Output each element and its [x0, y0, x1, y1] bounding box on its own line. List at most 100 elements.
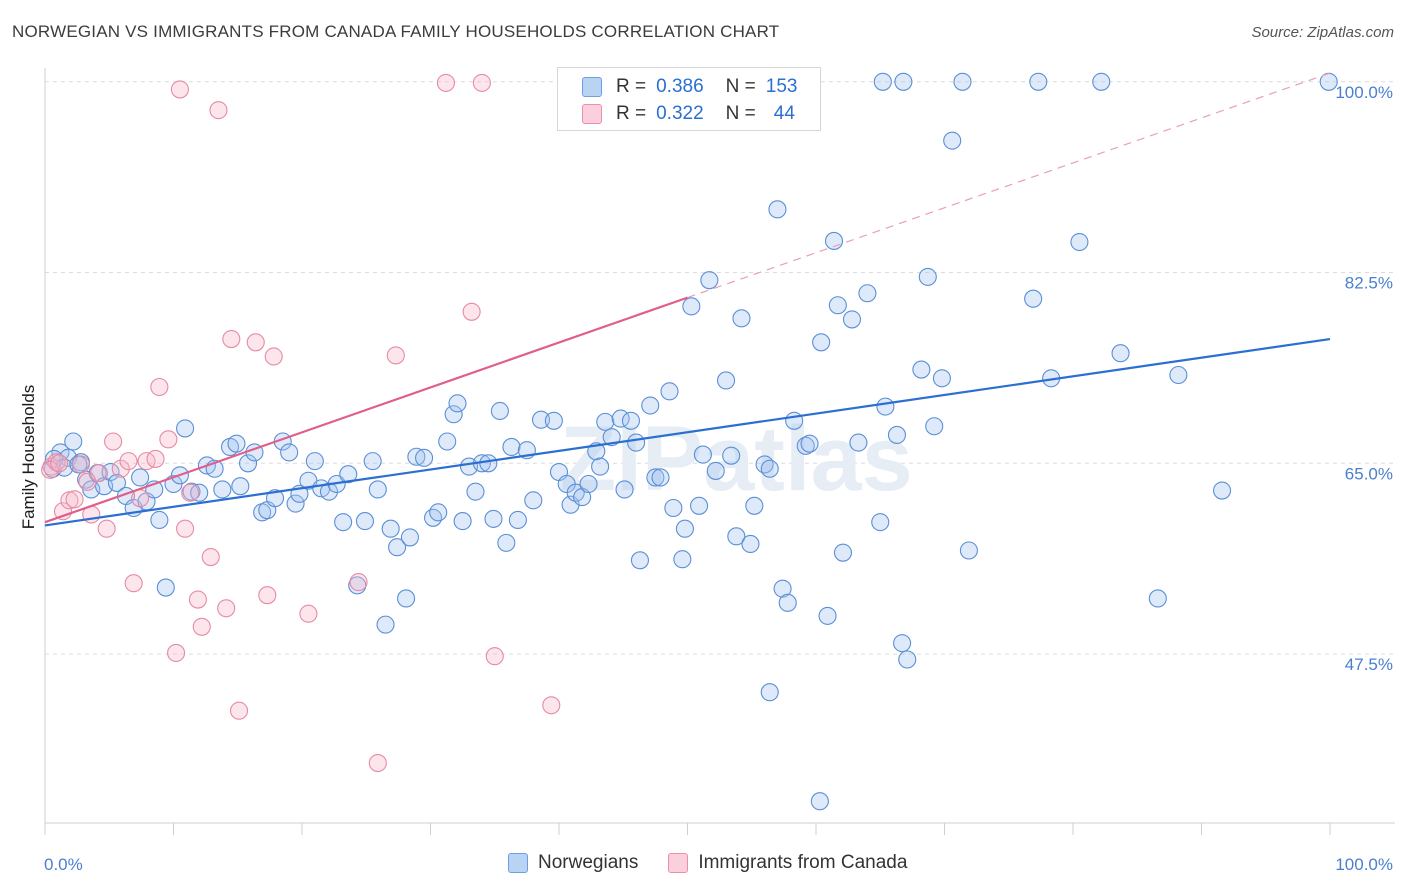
series-legend: Norwegians Immigrants from Canada [508, 852, 937, 874]
immigrants-canada-point [436, 73, 455, 92]
norwegians-point [227, 434, 246, 453]
correlation-legend: R = 0.386 N = 153 R = 0.322 N = 44 [557, 67, 821, 131]
legend-r-value: 0.322 [656, 103, 704, 124]
immigrants-canada-point [65, 490, 84, 509]
norwegians-point [150, 510, 169, 530]
y-tick-label: 82.5% [1345, 274, 1393, 293]
immigrants-canada-point [246, 333, 265, 352]
immigrants-canada-point [222, 329, 241, 349]
immigrants-canada-point [349, 573, 368, 592]
immigrants-canada-point [146, 449, 165, 468]
norwegians-point [107, 473, 127, 492]
immigrants-canada-point [209, 101, 228, 120]
norwegians-point [602, 428, 621, 447]
norwegians-point [1070, 232, 1089, 252]
immigrants-canada-point [472, 73, 491, 92]
legend-r-label: R = [616, 76, 647, 97]
norwegians-point [466, 482, 485, 501]
norwegians-point [484, 509, 503, 528]
norwegians-point [573, 488, 592, 507]
norwegians-point [363, 452, 382, 471]
immigrants-canada-point [71, 455, 91, 474]
norwegians-point [716, 371, 736, 390]
legend-n-label: N = [725, 103, 756, 124]
immigrants-canada-point [119, 452, 138, 471]
norwegians-point [424, 508, 443, 527]
norwegians-point [621, 411, 641, 430]
immigrants-canada-point [217, 599, 236, 618]
norwegians-point [1024, 289, 1043, 308]
immigrants-canada-point [150, 377, 169, 397]
y-tick-label: 47.5% [1345, 655, 1393, 674]
norwegians-point [176, 419, 195, 438]
norwegians-point [953, 72, 972, 91]
x-tick-label-max: 100.0% [1335, 855, 1393, 874]
norwegians-point [760, 459, 779, 478]
norwegians-point [706, 461, 725, 480]
norwegians-point [531, 410, 551, 429]
norwegians-point [508, 510, 527, 530]
norwegians-point [280, 443, 299, 462]
norwegians-point [651, 468, 670, 487]
immigrants-canada-point [188, 590, 207, 609]
immigrants-canada-point [131, 489, 150, 508]
immigrants-canada-point [542, 696, 561, 715]
norwegians-point [912, 360, 931, 379]
y-tick-label: 65.0% [1345, 464, 1393, 483]
immigrants-canada-point [89, 464, 109, 483]
norwegians-point [1029, 72, 1048, 91]
norwegians-point [760, 683, 779, 702]
norwegians-point [842, 310, 862, 329]
norwegians-point [673, 550, 692, 569]
norwegians-point [453, 512, 472, 531]
norwegians-point [429, 503, 448, 522]
y-tick-label: 100.0% [1335, 83, 1393, 102]
norwegians-point [407, 447, 426, 466]
immigrants-canada-point [264, 347, 283, 366]
tick-labels: 47.5% 65.0% 82.5% 100.0% 0.0% 100.0% [44, 83, 1393, 874]
norwegians-point [596, 412, 615, 431]
norwegians-point [381, 519, 400, 538]
immigrants-canada-trend-line [44, 296, 688, 524]
norwegians-point [932, 369, 951, 388]
norwegians-point [818, 606, 837, 625]
immigrants-canada-point [124, 574, 143, 593]
norwegians-point [893, 634, 912, 653]
y-axis-label: Family Households [19, 385, 38, 530]
legend-n-label: N = [725, 76, 756, 97]
chart-title: NORWEGIAN VS IMMIGRANTS FROM CANADA FAMI… [12, 22, 780, 41]
norwegians-point [700, 271, 719, 290]
immigrants-canada-point [368, 753, 387, 773]
norwegians-point [438, 432, 457, 451]
trend-lines [44, 72, 1331, 527]
norwegians-point [778, 593, 797, 612]
norwegians-point [959, 541, 978, 560]
source-label: Source: ZipAtlas.com [1251, 24, 1394, 41]
immigrants-canada-point [229, 701, 249, 720]
norwegians-point [925, 417, 944, 436]
immigrants-canada-point [258, 586, 277, 605]
norwegians-point [873, 72, 892, 91]
norwegians-point [682, 297, 701, 316]
norwegians-point [286, 494, 305, 513]
norwegians-point [415, 448, 434, 467]
legend-item-immigrants-canada: Immigrants from Canada [668, 852, 907, 874]
norwegians-point [368, 480, 387, 499]
norwegians-point [943, 131, 962, 150]
norwegians-point [1213, 481, 1232, 500]
norwegians-point [918, 267, 937, 286]
norwegians-point [64, 432, 83, 451]
immigrants-canada-point [97, 519, 116, 538]
norwegians-point [615, 480, 634, 499]
norwegians-point [894, 72, 913, 91]
x-tick-label-min: 0.0% [44, 855, 83, 874]
norwegians-point [768, 200, 787, 219]
norwegians-point [156, 578, 175, 597]
legend-row-immigrants-canada: R = 0.322 N = 44 [582, 102, 795, 126]
legend-swatch-immigrants-canada [668, 853, 689, 873]
legend-label-immigrants-canada: Immigrants from Canada [698, 852, 908, 873]
norwegians-point [693, 445, 712, 464]
norwegians-point [898, 650, 917, 669]
legend-n-value: 153 [765, 76, 798, 97]
